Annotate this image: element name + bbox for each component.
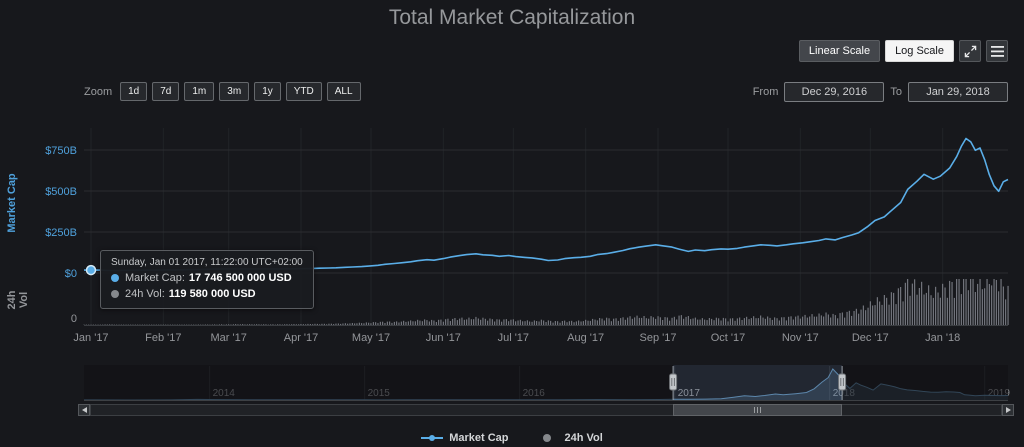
svg-text:$500B: $500B (45, 186, 77, 198)
zoom-controls: Zoom 1d 7d 1m 3m 1y YTD ALL (84, 82, 361, 101)
from-date-input[interactable] (784, 82, 885, 102)
zoom-button-group: 1d 7d 1m 3m 1y YTD ALL (120, 82, 361, 101)
svg-text:Jul '17: Jul '17 (498, 332, 529, 344)
svg-text:0: 0 (71, 313, 77, 325)
tooltip-vol-value: 119 580 000 USD (168, 288, 256, 300)
chart-context-menu-button[interactable] (986, 40, 1008, 62)
from-label: From (752, 86, 779, 98)
svg-text:Nov '17: Nov '17 (782, 332, 819, 344)
svg-text:Vol: Vol (18, 292, 30, 308)
chart-tooltip: Sunday, Jan 01 2017, 11:22:00 UTC+02:00 … (100, 250, 314, 309)
legend-label: Market Cap (449, 432, 509, 444)
zoom-1d-button[interactable]: 1d (120, 82, 148, 101)
tooltip-vol-row: 24h Vol: 119 580 000 USD (111, 288, 303, 300)
line-marker-icon (421, 435, 444, 441)
scroll-right-button[interactable] (1002, 404, 1014, 416)
zoom-label: Zoom (84, 85, 113, 98)
svg-text:May '17: May '17 (352, 332, 390, 344)
tooltip-market-cap-label: Market Cap: (125, 272, 185, 284)
svg-text:Market Cap: Market Cap (6, 173, 18, 233)
tooltip-market-cap-value: 17 746 500 000 USD (188, 272, 292, 284)
chart-legend: Market Cap 24h Vol (0, 432, 1024, 444)
selected-point-marker[interactable] (85, 264, 97, 276)
zoom-7d-button[interactable]: 7d (152, 82, 180, 101)
zoom-1m-button[interactable]: 1m (184, 82, 215, 101)
page-title: Total Market Capitalization (388, 6, 636, 29)
thumb-grip-icon (757, 407, 758, 413)
svg-text:$0: $0 (65, 268, 77, 280)
tooltip-date: Sunday, Jan 01 2017, 11:22:00 UTC+02:00 (111, 257, 303, 268)
svg-text:Jun '17: Jun '17 (426, 332, 461, 344)
scrollbar-track[interactable] (90, 404, 1002, 416)
svg-text:Feb '17: Feb '17 (145, 332, 181, 344)
zoom-ytd-button[interactable]: YTD (285, 82, 322, 101)
vol-dot-icon (111, 290, 119, 298)
legend-item-24h-vol[interactable]: 24h Vol (536, 432, 603, 444)
navigator-handle-right[interactable] (838, 373, 847, 391)
to-label: To (890, 86, 902, 98)
zoom-all-button[interactable]: ALL (326, 82, 361, 101)
navigator-handle-left[interactable] (669, 373, 678, 391)
svg-text:Dec '17: Dec '17 (852, 332, 889, 344)
scroll-left-button[interactable] (78, 404, 90, 416)
svg-text:Jan '17: Jan '17 (73, 332, 108, 344)
svg-text:Sep '17: Sep '17 (640, 332, 677, 344)
scale-toolbar: Linear Scale Log Scale (798, 40, 1008, 62)
legend-label: 24h Vol (564, 432, 603, 444)
tooltip-market-cap-row: Market Cap: 17 746 500 000 USD (111, 272, 303, 284)
fullscreen-button[interactable] (959, 40, 981, 62)
date-range-controls: From To (753, 82, 1008, 102)
scroll-right-icon (1005, 407, 1011, 413)
to-date-input[interactable] (908, 82, 1008, 102)
log-scale-button[interactable]: Log Scale (885, 40, 954, 62)
svg-text:Jan '18: Jan '18 (925, 332, 960, 344)
svg-text:$250B: $250B (45, 227, 77, 239)
thumb-grip-icon (760, 407, 761, 413)
svg-text:Apr '17: Apr '17 (284, 332, 319, 344)
linear-scale-button[interactable]: Linear Scale (798, 40, 881, 62)
svg-text:24h: 24h (6, 290, 18, 309)
market-cap-dot-icon (111, 274, 119, 282)
navigator-scrollbar (78, 404, 1014, 416)
scrollbar-thumb[interactable] (673, 404, 842, 416)
svg-text:Aug '17: Aug '17 (567, 332, 604, 344)
tooltip-vol-label: 24h Vol: (125, 288, 165, 300)
zoom-1y-button[interactable]: 1y (254, 82, 281, 101)
fullscreen-icon (964, 45, 977, 58)
legend-item-market-cap[interactable]: Market Cap (421, 432, 508, 444)
svg-text:2017: 2017 (678, 388, 701, 399)
zoom-3m-button[interactable]: 3m (219, 82, 250, 101)
menu-icon (990, 45, 1004, 57)
svg-text:Mar '17: Mar '17 (210, 332, 246, 344)
svg-text:Oct '17: Oct '17 (711, 332, 746, 344)
thumb-grip-icon (754, 407, 755, 413)
svg-text:$750B: $750B (45, 145, 77, 157)
circle-marker-icon (543, 434, 552, 442)
scroll-left-icon (81, 407, 87, 413)
